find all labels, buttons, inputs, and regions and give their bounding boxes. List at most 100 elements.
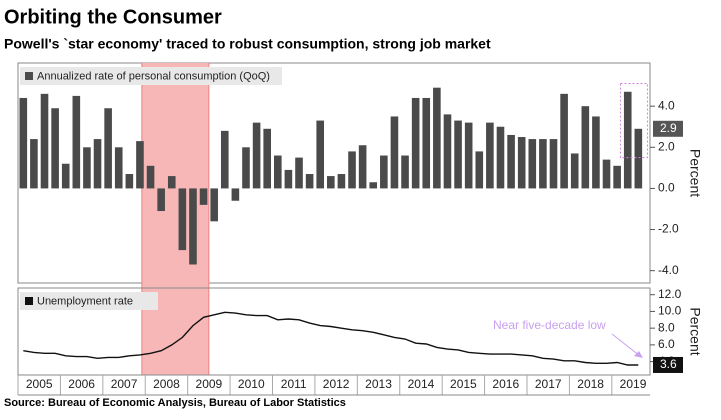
legend-bg bbox=[20, 292, 158, 310]
bar bbox=[72, 95, 81, 189]
annotation-arrowhead bbox=[634, 351, 643, 358]
bar bbox=[305, 174, 314, 189]
source: Source: Bureau of Economic Analysis, Bur… bbox=[4, 397, 346, 409]
bar bbox=[114, 147, 123, 189]
bar bbox=[252, 122, 261, 189]
bar bbox=[443, 114, 452, 189]
bar bbox=[242, 147, 250, 189]
bar bbox=[263, 128, 271, 189]
bar bbox=[401, 155, 409, 189]
bar bbox=[549, 139, 558, 189]
bar bbox=[136, 141, 144, 189]
y-tick-label: 0.0 bbox=[658, 181, 675, 195]
x-tick-label: 2015 bbox=[450, 377, 477, 391]
x-tick-label: 2016 bbox=[492, 377, 519, 391]
unemployment-line bbox=[23, 311, 639, 366]
dotted-box bbox=[619, 83, 648, 159]
x-tick-label: 2010 bbox=[238, 377, 265, 391]
y-tick-label: -4.0 bbox=[658, 263, 679, 277]
bar bbox=[464, 122, 473, 189]
bar bbox=[592, 116, 600, 189]
x-tick-label: 2011 bbox=[281, 377, 307, 391]
bar bbox=[560, 93, 568, 189]
bar bbox=[30, 139, 38, 189]
bar bbox=[295, 157, 303, 189]
bar bbox=[539, 139, 547, 189]
y-tick-label: 8.0 bbox=[658, 320, 675, 334]
bar bbox=[327, 176, 335, 189]
x-tick-label: 2007 bbox=[111, 377, 138, 391]
recession-band bbox=[141, 63, 209, 375]
x-tick-label: 2018 bbox=[577, 377, 604, 391]
bar bbox=[581, 106, 590, 189]
x-tick-label: 2017 bbox=[535, 377, 562, 391]
bar bbox=[380, 155, 388, 189]
bar bbox=[496, 126, 505, 189]
bar bbox=[613, 165, 621, 189]
bar bbox=[528, 139, 537, 189]
y-axis-label: Percent bbox=[687, 149, 703, 197]
legend-swatch bbox=[25, 72, 33, 80]
bar bbox=[507, 134, 515, 189]
chart-subtitle: Powell's `star economy' traced to robust… bbox=[4, 36, 491, 52]
bar bbox=[411, 97, 420, 189]
bar bbox=[125, 174, 134, 189]
legend-label: Unemployment rate bbox=[37, 295, 133, 307]
y-tick-label: 12.0 bbox=[658, 287, 682, 301]
bar bbox=[454, 120, 462, 189]
bar bbox=[358, 145, 367, 189]
bar bbox=[570, 153, 579, 189]
bar bbox=[157, 188, 165, 212]
last-value-box bbox=[653, 120, 683, 137]
y-axis-label: Percent bbox=[687, 307, 703, 355]
bar bbox=[167, 176, 176, 189]
bar bbox=[433, 87, 441, 189]
bar bbox=[348, 151, 356, 189]
bar bbox=[199, 188, 208, 205]
bar bbox=[210, 188, 218, 222]
bar bbox=[486, 122, 494, 189]
bar bbox=[273, 155, 282, 189]
last-value-label: 2.9 bbox=[660, 121, 677, 135]
bar bbox=[83, 147, 91, 189]
bar bbox=[189, 188, 197, 265]
annotation-arrow bbox=[611, 333, 641, 357]
bar bbox=[40, 93, 49, 189]
bar bbox=[19, 97, 28, 189]
y-tick-label: -2.0 bbox=[658, 222, 679, 236]
bar bbox=[602, 159, 611, 189]
legend-bg bbox=[20, 67, 282, 85]
panel-frame bbox=[17, 62, 651, 284]
legend-swatch bbox=[25, 297, 33, 305]
bar bbox=[475, 151, 484, 189]
bar bbox=[93, 139, 102, 189]
x-tick-label: 2008 bbox=[153, 377, 180, 391]
bar bbox=[220, 130, 229, 189]
bar bbox=[104, 108, 112, 189]
x-tick-label: 2012 bbox=[323, 377, 350, 391]
bar bbox=[422, 97, 431, 189]
last-value-label: 3.6 bbox=[660, 357, 677, 371]
bar bbox=[284, 169, 293, 189]
x-tick-label: 2005 bbox=[26, 377, 53, 391]
x-tick-label: 2009 bbox=[196, 377, 223, 391]
x-tick-label: 2006 bbox=[68, 377, 95, 391]
chart-title: Orbiting the Consumer bbox=[4, 6, 222, 28]
y-tick-label: 2.0 bbox=[658, 139, 675, 153]
x-tick-label: 2014 bbox=[408, 377, 435, 391]
bar bbox=[316, 120, 325, 189]
bar bbox=[623, 91, 632, 189]
bar bbox=[337, 174, 346, 189]
x-tick-label: 2019 bbox=[620, 377, 647, 391]
bar bbox=[517, 137, 526, 189]
bar bbox=[146, 165, 155, 189]
bar bbox=[390, 116, 399, 189]
bar bbox=[61, 163, 70, 189]
legend-label: Annualized rate of personal consumption … bbox=[37, 70, 270, 82]
bar bbox=[369, 182, 378, 189]
panel-frame bbox=[17, 287, 651, 376]
y-tick-label: 6.0 bbox=[658, 337, 675, 351]
last-value-box bbox=[653, 356, 683, 373]
y-tick-label: 4.0 bbox=[658, 98, 675, 112]
